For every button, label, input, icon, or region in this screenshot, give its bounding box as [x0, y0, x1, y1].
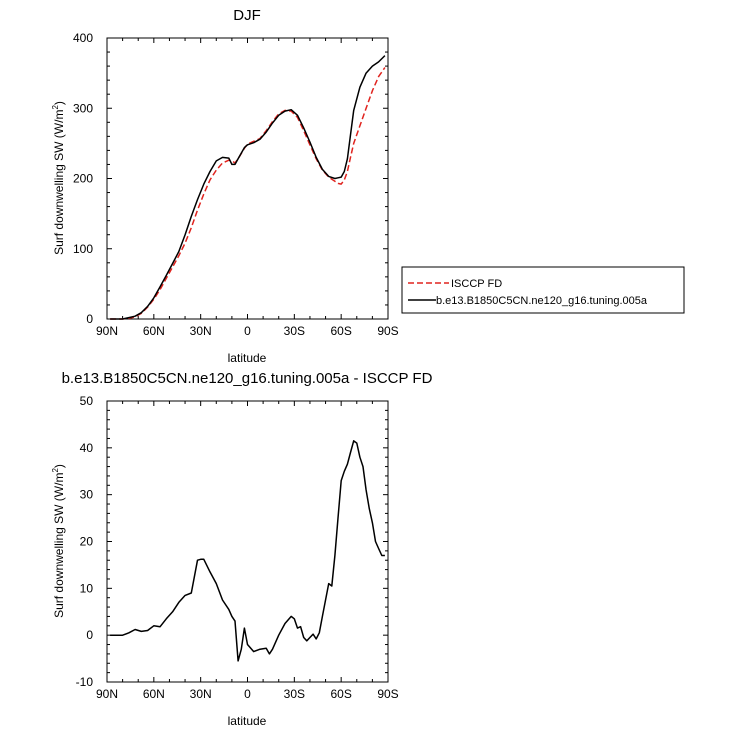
top-y-axis-label-main: Surf downwelling SW (W/m [52, 110, 66, 255]
bottom-x-tick-label: 0 [244, 687, 251, 701]
bottom-x-tick-label: 90N [96, 687, 118, 701]
top-y-tick-label: 0 [86, 312, 93, 326]
bottom-y-tick-label: -10 [76, 675, 94, 689]
top-y-tick-label: 300 [73, 101, 93, 115]
bottom-y-tick-label: 40 [80, 441, 94, 455]
bottom-x-tick-label: 60N [143, 687, 165, 701]
top-series-line-1 [110, 55, 386, 320]
top-chart-title: DJF [233, 7, 261, 24]
top-y-axis-label: Surf downwelling SW (W/m2) [51, 101, 66, 255]
top-y-axis-label-sup: 2 [51, 105, 60, 110]
bottom-chart: b.e13.B1850C5CN.ne120_g16.tuning.005a - … [51, 370, 433, 728]
top-x-axis: 90N 60N 30N 0 30S 60S 90S [96, 38, 399, 338]
bottom-y-tick-label: 50 [80, 394, 94, 408]
bottom-chart-title: b.e13.B1850C5CN.ne120_g16.tuning.005a - … [62, 370, 433, 387]
top-x-tick-label: 60S [330, 324, 351, 338]
bottom-x-tick-label: 90S [377, 687, 398, 701]
top-x-tick-label: 0 [244, 324, 251, 338]
bottom-y-tick-label: 10 [80, 581, 94, 595]
legend-box [401, 266, 685, 314]
bottom-x-axis-label: latitude [228, 714, 267, 728]
bottom-plot-frame [106, 400, 389, 683]
bottom-y-tick-label: 30 [80, 488, 94, 502]
top-y-tick-label: 200 [73, 172, 93, 186]
top-x-tick-label: 30N [190, 324, 212, 338]
top-x-tick-label: 30S [284, 324, 305, 338]
top-series-line-0 [110, 67, 386, 320]
bottom-x-axis: 90N 60N 30N 0 30S 60S 90S [96, 401, 399, 701]
bottom-x-tick-label: 60S [330, 687, 351, 701]
bottom-x-tick-label: 30S [284, 687, 305, 701]
top-plot-frame [106, 37, 389, 320]
legend-label-model: b.e13.B1850C5CN.ne120_g16.tuning.005a [436, 295, 648, 307]
bottom-x-tick-label: 30N [190, 687, 212, 701]
legend: ISCCP FD b.e13.B1850C5CN.ne120_g16.tunin… [401, 266, 685, 314]
top-chart: DJF 90N 60N 30N 0 30S 60S 90S 0 100 200 300 400 la… [51, 7, 685, 365]
bottom-series-line-0 [110, 440, 385, 662]
top-series-group [110, 55, 386, 320]
bottom-y-axis-label: Surf downwelling SW (W/m2) [51, 464, 66, 618]
bottom-y-axis-label-main: Surf downwelling SW (W/m [52, 473, 66, 618]
top-y-axis-label-close: ) [52, 101, 66, 105]
top-x-tick-label: 90N [96, 324, 118, 338]
bottom-y-tick-label: 20 [80, 535, 94, 549]
top-y-axis: 0 100 200 300 400 [73, 31, 388, 326]
bottom-y-axis: -10 0 10 20 30 40 50 [76, 394, 388, 689]
bottom-series-group [110, 440, 385, 662]
bottom-y-axis-label-close: ) [52, 464, 66, 468]
top-y-tick-label: 400 [73, 31, 93, 45]
bottom-y-tick-label: 0 [86, 628, 93, 642]
top-y-tick-label: 100 [73, 242, 93, 256]
bottom-y-axis-label-sup: 2 [51, 468, 60, 473]
top-x-axis-label: latitude [228, 351, 267, 365]
top-x-tick-label: 90S [377, 324, 398, 338]
legend-label-isccp: ISCCP FD [451, 278, 502, 290]
top-x-tick-label: 60N [143, 324, 165, 338]
